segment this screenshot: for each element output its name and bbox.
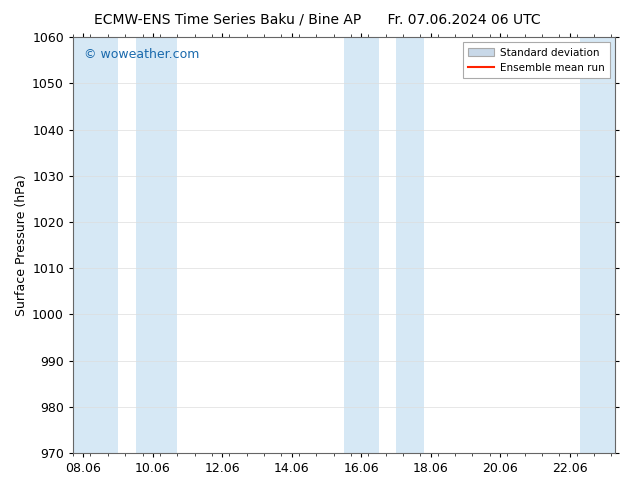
Bar bbox=[73, 37, 118, 453]
Text: ECMW-ENS Time Series Baku / Bine AP      Fr. 07.06.2024 06 UTC: ECMW-ENS Time Series Baku / Bine AP Fr. … bbox=[94, 12, 540, 26]
Bar bbox=[396, 37, 424, 453]
Y-axis label: Surface Pressure (hPa): Surface Pressure (hPa) bbox=[15, 174, 28, 316]
Legend: Standard deviation, Ensemble mean run: Standard deviation, Ensemble mean run bbox=[463, 42, 610, 78]
Bar bbox=[344, 37, 378, 453]
Text: © woweather.com: © woweather.com bbox=[84, 48, 199, 61]
Bar bbox=[580, 37, 615, 453]
Bar bbox=[136, 37, 178, 453]
